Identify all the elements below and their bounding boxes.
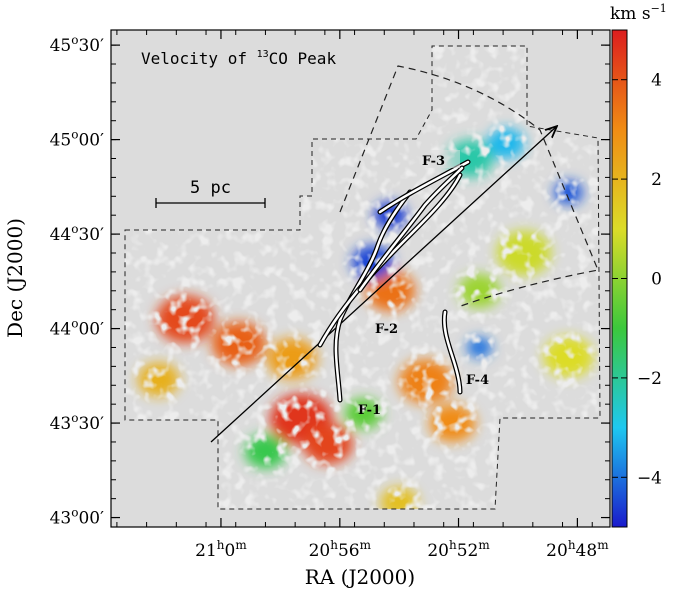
plot-frame: [110, 29, 611, 528]
filament-label-f2: F-2: [375, 322, 398, 337]
y-axis: 45o30′ 45o00′ 44o30′ 44o00′ 43o30′ 43o00′: [50, 33, 610, 529]
x-tick-label-0: 21h0m: [195, 538, 247, 561]
filament-f4: [443, 310, 462, 394]
colorbar-ticks: 4 2 0 −2 −4: [612, 71, 662, 488]
y-tick-label-0: 45o30′: [50, 33, 105, 56]
colorbar-tick-label-4: −4: [637, 468, 662, 488]
filament-f2: [318, 173, 462, 347]
filament-labels: F-3 F-2 F-1 F-4: [358, 150, 489, 418]
survey-boundary: [124, 45, 601, 510]
chart-title: Velocity of 13CO Peak: [141, 49, 336, 68]
filament-f2b: [358, 166, 464, 292]
cloud-axis-arrow: [210, 127, 556, 443]
filament-label-f1: F-1: [358, 403, 381, 418]
y-tick-label-1: 45o00′: [50, 128, 105, 151]
x-axis: 21h0m 20h56m 20h52m 20h48m: [116, 30, 609, 561]
colorbar-tick-label-0: 4: [651, 71, 662, 91]
colorbar-unit-label: km s−1: [610, 2, 667, 24]
filament-label-f4: F-4: [466, 373, 489, 388]
x-axis-title: RA (J2000): [305, 565, 415, 589]
x-tick-label-2: 20h52m: [427, 538, 490, 561]
scale-bar: 5 pc: [155, 178, 266, 208]
y-tick-label-5: 43o00′: [50, 506, 105, 529]
y-tick-label-3: 44o00′: [50, 317, 105, 340]
y-tick-label-4: 43o30′: [50, 411, 105, 434]
y-axis-title: Dec (J2000): [3, 218, 27, 338]
filament-label-f3: F-3: [422, 154, 445, 169]
filament-tracks: [317, 159, 471, 403]
colorbar-tick-label-3: −2: [637, 369, 662, 389]
x-tick-label-1: 20h56m: [309, 538, 372, 561]
colorbar-tick-label-2: 0: [651, 270, 662, 290]
scale-bar-label: 5 pc: [190, 178, 231, 198]
colorbar-tick-label-1: 2: [651, 170, 662, 190]
x-tick-label-3: 20h48m: [546, 538, 609, 561]
sector-boundary: [339, 65, 599, 308]
y-tick-label-2: 44o30′: [50, 222, 105, 245]
